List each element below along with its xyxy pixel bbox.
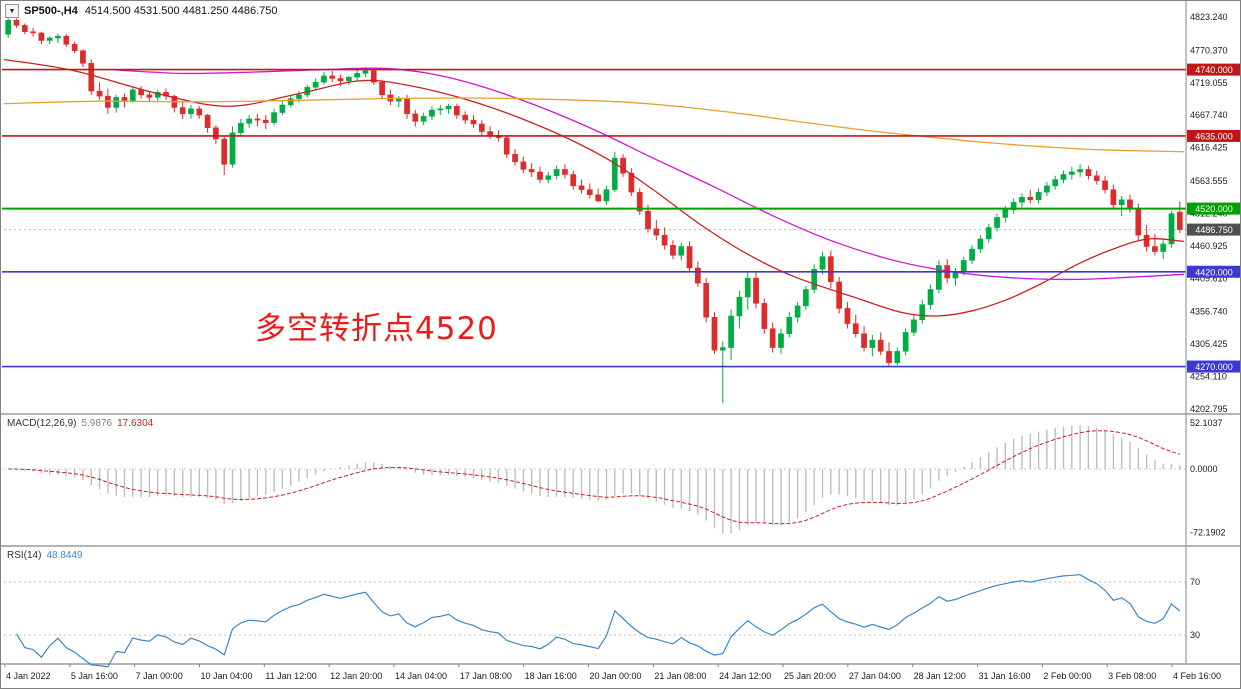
time-tick-label: 24 Jan 12:00 bbox=[719, 671, 771, 681]
macd-tick-label: -72.1902 bbox=[1190, 528, 1226, 538]
price-tick-label: 4616.425 bbox=[1190, 143, 1228, 153]
rsi-line bbox=[15, 574, 1181, 668]
price-tick-label: 4356.740 bbox=[1190, 307, 1228, 317]
price-badge: 4635.000 bbox=[1187, 129, 1240, 142]
price-badge: 4520.000 bbox=[1187, 202, 1240, 215]
symbol-dropdown-icon[interactable]: ▼ bbox=[5, 4, 19, 18]
time-axis[interactable]: 4 Jan 2022 5 Jan 16:00 7 Jan 00:00 10 Jan 0… bbox=[4, 664, 1221, 681]
macd-histogram bbox=[15, 425, 1181, 534]
price-badge-label: 4420.000 bbox=[1195, 267, 1233, 277]
horizontal-lines-layer bbox=[2, 68, 1186, 368]
time-tick-label: 27 Jan 04:00 bbox=[849, 671, 901, 681]
time-tick-label: 3 Feb 08:00 bbox=[1108, 671, 1156, 681]
price-badge: 4270.000 bbox=[1187, 360, 1240, 373]
symbol-title-bar: ▼ SP500-,H4 4514.500 4531.500 4481.250 4… bbox=[5, 4, 278, 18]
price-tick-label: 4202.795 bbox=[1190, 404, 1228, 414]
macd-indicator-title: MACD(12,26,9) 5.9876 17.6304 bbox=[7, 418, 153, 429]
rsi-indicator-title: RSI(14) 48.8449 bbox=[7, 550, 83, 561]
price-tick-label: 4409.610 bbox=[1190, 273, 1228, 283]
macd-label: MACD(12,26,9) bbox=[7, 418, 77, 429]
macd-signal-line bbox=[8, 430, 1180, 525]
price-tick-label: 4563.555 bbox=[1190, 176, 1228, 186]
current-price-badge-label: 4486.750 bbox=[1195, 225, 1233, 235]
time-tick-label: 17 Jan 08:00 bbox=[460, 671, 512, 681]
price-badge-label: 4635.000 bbox=[1195, 131, 1233, 141]
macd-signal-value: 17.6304 bbox=[117, 418, 154, 429]
price-tick-label: 4667.740 bbox=[1190, 110, 1228, 120]
time-tick-label: 2 Feb 00:00 bbox=[1043, 671, 1091, 681]
time-tick-label: 10 Jan 04:00 bbox=[201, 671, 253, 681]
symbol-ohlc-values: 4514.500 4531.500 4481.250 4486.750 bbox=[84, 5, 278, 17]
macd-tick-label: 52.1037 bbox=[1190, 418, 1223, 428]
time-tick-label: 25 Jan 20:00 bbox=[784, 671, 836, 681]
rsi-tick-label: 70 bbox=[1190, 577, 1200, 587]
macd-layer: 52.1037 0.0000 -72.1902 bbox=[4, 418, 1226, 538]
time-tick-label: 7 Jan 00:00 bbox=[136, 671, 183, 681]
time-tick-label: 28 Jan 12:00 bbox=[914, 671, 966, 681]
price-badge-label: 4270.000 bbox=[1195, 362, 1233, 372]
time-tick-label: 4 Feb 16:00 bbox=[1173, 671, 1221, 681]
price-badge: 4420.000 bbox=[1187, 265, 1240, 278]
macd-main-value: 5.9876 bbox=[81, 418, 113, 429]
time-tick-label: 21 Jan 08:00 bbox=[654, 671, 706, 681]
candles-layer bbox=[5, 17, 1183, 404]
time-tick-label: 11 Jan 12:00 bbox=[265, 671, 316, 681]
time-tick-label: 31 Jan 16:00 bbox=[979, 671, 1031, 681]
rsi-value: 48.8449 bbox=[46, 550, 83, 561]
price-badge-label: 4520.000 bbox=[1195, 204, 1233, 214]
price-tick-label: 4719.055 bbox=[1190, 78, 1228, 88]
rsi-tick-label: 30 bbox=[1190, 630, 1200, 640]
price-tick-label: 4770.370 bbox=[1190, 45, 1228, 55]
time-tick-label: 18 Jan 16:00 bbox=[525, 671, 577, 681]
price-badge-label: 4740.000 bbox=[1195, 65, 1233, 75]
ma-slow-line[interactable] bbox=[3, 97, 1185, 153]
symbol-name: SP500-,H4 bbox=[24, 5, 78, 17]
time-tick-label: 20 Jan 00:00 bbox=[590, 671, 642, 681]
rsi-label: RSI(14) bbox=[7, 550, 42, 561]
price-badge: 4740.000 bbox=[1187, 63, 1240, 76]
time-tick-label: 4 Jan 2022 bbox=[6, 671, 51, 681]
current-price-badge: 4486.750 bbox=[1187, 223, 1240, 236]
text-annotation[interactable]: 多空转折点4520 bbox=[255, 311, 498, 347]
price-tick-label: 4460.925 bbox=[1190, 241, 1228, 251]
price-tick-label: 4305.425 bbox=[1190, 339, 1228, 349]
time-tick-label: 14 Jan 04:00 bbox=[395, 671, 447, 681]
price-tick-label: 4254.110 bbox=[1190, 372, 1227, 382]
rsi-layer: 70 30 bbox=[4, 574, 1200, 668]
macd-tick-label: 0.0000 bbox=[1190, 464, 1218, 474]
time-tick-label: 12 Jan 20:00 bbox=[330, 671, 382, 681]
time-tick-label: 5 Jan 16:00 bbox=[71, 671, 118, 681]
price-tick-label: 4823.240 bbox=[1190, 12, 1228, 22]
